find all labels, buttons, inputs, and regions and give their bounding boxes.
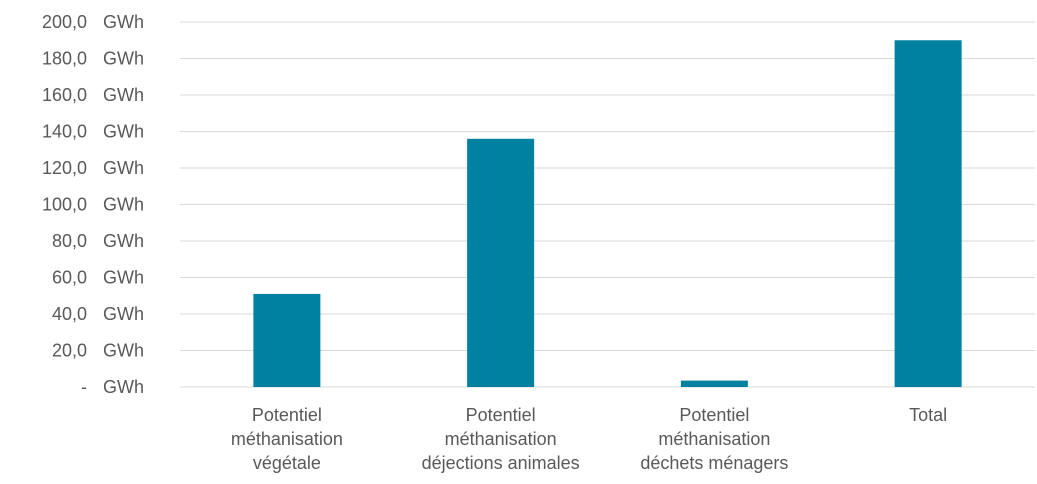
y-tick-label-unit: GWh — [103, 341, 144, 361]
y-tick-label-unit: GWh — [103, 377, 144, 397]
bars — [253, 40, 962, 387]
y-tick-label-value: 60,0 — [52, 268, 87, 288]
gridlines — [180, 21, 1035, 388]
y-tick-label-unit: GWh — [103, 268, 144, 288]
bar — [467, 138, 535, 387]
y-tick-label-unit: GWh — [103, 158, 144, 178]
y-tick-label-unit: GWh — [103, 85, 144, 105]
y-tick-label-value: 160,0 — [42, 85, 87, 105]
x-tick-label: déjections animales — [422, 453, 580, 473]
y-tick-label-unit: GWh — [103, 122, 144, 142]
x-tick-label: Potentiel — [466, 405, 536, 425]
x-tick-label: Potentiel — [252, 405, 322, 425]
y-tick-label-value: 120,0 — [42, 158, 87, 178]
x-tick-label: méthanisation — [231, 429, 343, 449]
y-tick-label-unit: GWh — [103, 49, 144, 69]
bar — [253, 293, 321, 387]
y-tick-label-unit: GWh — [103, 231, 144, 251]
y-tick-label-value: 200,0 — [42, 12, 87, 32]
bar — [680, 380, 748, 387]
y-tick-label-unit: GWh — [103, 195, 144, 215]
x-tick-label: Total — [909, 405, 947, 425]
x-tick-label: déchets ménagers — [640, 453, 788, 473]
y-tick-label-value: 80,0 — [52, 231, 87, 251]
y-tick-label-value: 20,0 — [52, 341, 87, 361]
y-tick-label-value: 100,0 — [42, 195, 87, 215]
y-tick-label-unit: GWh — [103, 12, 144, 32]
x-tick-label: méthanisation — [658, 429, 770, 449]
x-axis: Potentiel méthanisation végétale Potentiel m… — [231, 405, 947, 473]
y-tick-label-value: 140,0 — [42, 122, 87, 142]
y-tick-label-value: 180,0 — [42, 49, 87, 69]
x-tick-label: Potentiel — [679, 405, 749, 425]
y-tick-label-value: - — [81, 377, 87, 397]
bar — [894, 40, 962, 387]
y-tick-label-unit: GWh — [103, 304, 144, 324]
x-tick-label: méthanisation — [445, 429, 557, 449]
x-tick-label: végétale — [253, 453, 321, 473]
y-tick-label-value: 40,0 — [52, 304, 87, 324]
